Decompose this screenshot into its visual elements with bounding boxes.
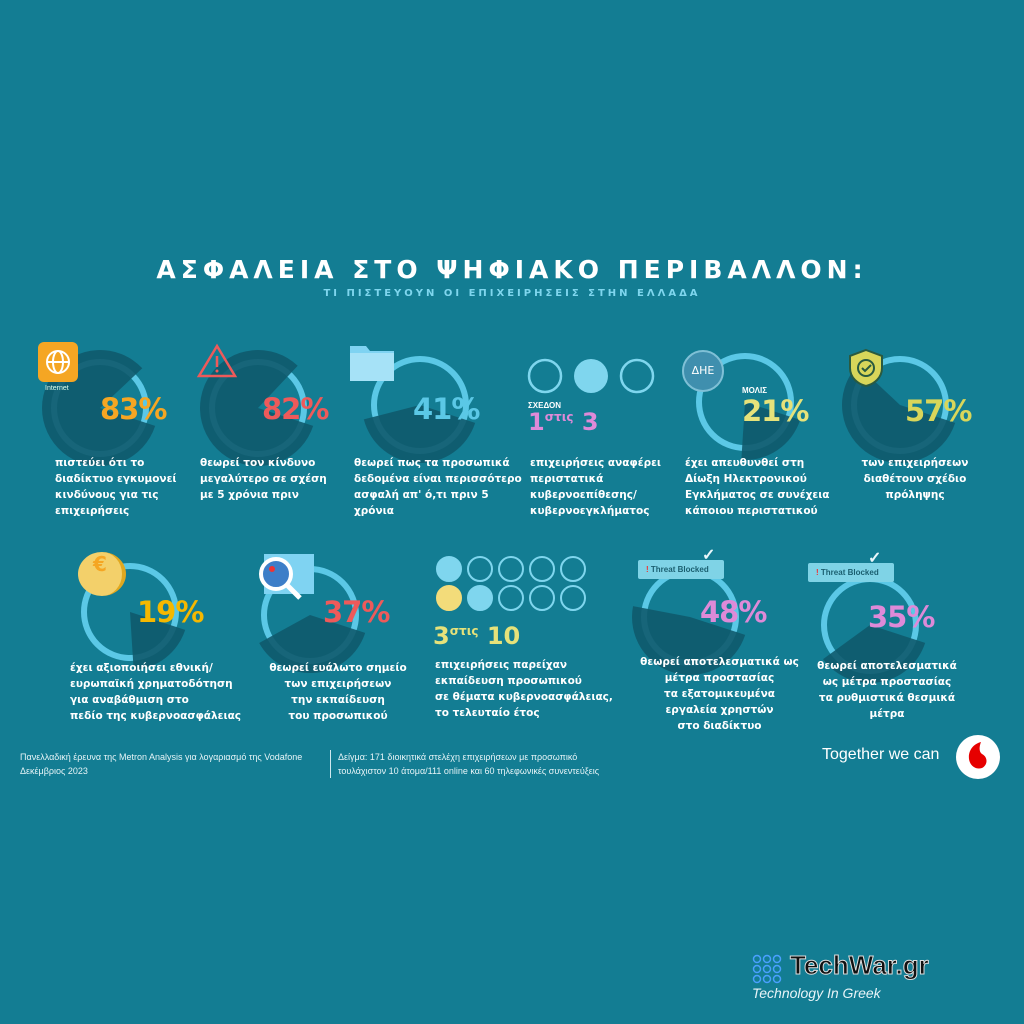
person-circle [560, 556, 586, 582]
threat-blocked-icon: ! Threat Blocked [808, 563, 894, 582]
person-circle [467, 585, 493, 611]
slogan: Together we can [822, 746, 940, 763]
stat-value: 41% [413, 392, 480, 426]
survey-source: Πανελλαδική έρευνα της Metron Analysis γ… [20, 752, 303, 776]
magnifier-icon [259, 554, 314, 600]
vodafone-logo-icon [956, 735, 1000, 779]
percent-wedge [741, 402, 801, 460]
stat-prefix: ΜΟΛΙΣ [742, 386, 768, 395]
stat-ratio: 1στις 3 [528, 408, 599, 436]
stat-description: θεωρεί ευάλωτο σημείο των επιχειρήσεων τ… [269, 662, 407, 722]
percent-wedge [259, 615, 366, 673]
stat-value: 57% [905, 394, 972, 428]
percent-wedge [200, 350, 314, 466]
stat-description: πιστεύει ότι το διαδίκτυο εγκυμονεί κινδ… [55, 457, 177, 517]
stat-prefix: ΣΧΕΔΟΝ [528, 401, 562, 410]
internet-label: Internet [45, 385, 69, 392]
shield-check-icon [849, 348, 883, 388]
stat-value: 82% [262, 392, 329, 426]
person-circle [498, 585, 524, 611]
stat-value: 48% [700, 595, 767, 629]
logo-dot [772, 974, 782, 984]
dhe-badge-icon: ΔΗΕ [682, 350, 724, 392]
ratio-num: 1 [528, 408, 545, 436]
stat-description: θεωρεί αποτελεσματικά ως μέτρα προστασία… [817, 660, 957, 720]
percent-wedge [632, 606, 746, 675]
ratio-den: 3 [581, 408, 599, 436]
stat-description: επιχειρήσεις παρείχαν εκπαίδευση προσωπι… [435, 659, 613, 719]
folder-icon [350, 346, 394, 381]
percent-wedge [823, 625, 926, 683]
person-circle [436, 585, 462, 611]
logo-dot [762, 974, 772, 984]
stat-description: έχει απευθυνθεί στη Δίωξη Ηλεκτρονικού Ε… [685, 457, 830, 517]
coin-icon: € [78, 552, 126, 596]
stat-description: θεωρεί αποτελεσματικά ως μέτρα προστασία… [640, 656, 799, 732]
stat-value: 35% [868, 600, 935, 634]
logo-dot [752, 954, 762, 964]
check-icon: ✓ [868, 550, 882, 567]
stat-description: των επιχειρήσεων διαθέτουν σχέδιο πρόληψ… [861, 457, 969, 501]
stat-description: επιχειρήσεις αναφέρει περιστατικά κυβερν… [530, 457, 662, 517]
threat-blocked-label: Threat Blocked [650, 565, 709, 574]
logo-dot [762, 954, 772, 964]
warning-icon [196, 343, 238, 378]
threat-blocked-icon: ! Threat Blocked [638, 560, 724, 579]
watermark-tagline: Technology In Greek [752, 985, 881, 1001]
stat-ratio: 3στις 10 [433, 622, 520, 650]
logo-dot [772, 954, 782, 964]
stat-value: 21% [742, 394, 809, 428]
techwar-logo-icon [752, 954, 782, 984]
person-circle [467, 556, 493, 582]
percent-wedge [842, 365, 956, 464]
circles-icon [526, 357, 656, 399]
page-subtitle: ΤΙ ΠΙΣΤΕΥΟΥΝ ΟΙ ΕΠΙΧΕΙΡΗΣΕΙΣ ΣΤΗΝ ΕΛΛΑΔΑ [323, 288, 701, 299]
person-circle [529, 556, 555, 582]
logo-dot [762, 964, 772, 974]
page-title: ΑΣΦΑΛΕΙΑ ΣΤΟ ΨΗΦΙΑΚΟ ΠΕΡΙΒΑΛΛΟΝ: [156, 255, 868, 284]
ratio-num: 3 [433, 622, 450, 650]
check-icon: ✓ [702, 547, 716, 564]
person-circle [498, 556, 524, 582]
globe-icon [38, 342, 78, 382]
ratio-mid: στις [544, 410, 574, 424]
circles-grid-icon [436, 556, 586, 611]
stat-value: 37% [323, 595, 390, 629]
stat-description: θεωρεί τον κίνδυνο μεγαλύτερο σε σχέση μ… [200, 457, 327, 501]
threat-blocked-label: Threat Blocked [820, 568, 879, 577]
stat-description: θεωρεί πως τα προσωπικά δεδομένα είναι π… [354, 457, 522, 517]
logo-dot [772, 964, 782, 974]
stat-description: έχει αξιοποιήσει εθνική/ ευρωπαϊκή χρημα… [70, 662, 242, 722]
person-circle [529, 585, 555, 611]
percent-wedge [363, 405, 476, 464]
footer-divider [330, 750, 331, 778]
stat-value: 19% [137, 595, 204, 629]
ratio-mid: στις [449, 624, 479, 638]
stat-value: 83% [100, 392, 167, 426]
logo-dot [752, 974, 762, 984]
watermark-brand: TechWar.gr [790, 950, 930, 981]
progress-ring [81, 563, 179, 661]
survey-sample: Δείγμα: 171 διοικητικά στελέχη επιχειρήσ… [338, 752, 600, 776]
ratio-den: 10 [486, 622, 521, 650]
person-circle [560, 585, 586, 611]
logo-dot [752, 964, 762, 974]
person-circle [436, 556, 462, 582]
percent-wedge [130, 612, 186, 670]
